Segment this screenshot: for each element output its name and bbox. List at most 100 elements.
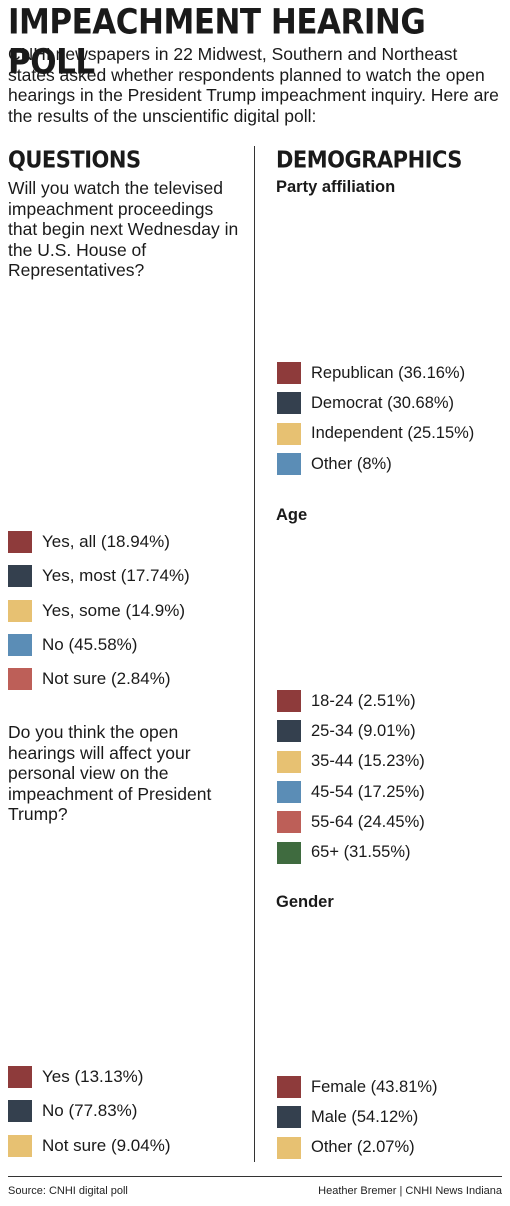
legend-label: 25-34 (9.01%) — [311, 721, 416, 740]
legend-label: 65+ (31.55%) — [311, 843, 411, 862]
question-1: Will you watch the televised impeachment… — [8, 178, 239, 280]
legend-item-45-54: 45-54 (17.25%) — [277, 777, 425, 807]
legend-item-male: Male (54.12%) — [277, 1102, 438, 1132]
legend-swatch — [277, 811, 301, 834]
legend-swatch — [277, 781, 301, 804]
questions-heading: QUESTIONS — [8, 146, 141, 173]
legend-label: Other (8%) — [311, 454, 392, 473]
legend-swatch — [8, 668, 32, 691]
pie-slice-yes-some — [112, 402, 205, 512]
pie-slice-not-sure — [104, 294, 125, 404]
credit-note: Heather Bremer | CNHI News Indiana — [318, 1185, 502, 1197]
pie-slice-independent — [311, 213, 386, 315]
legend-item-yes-some: Yes, some (14.9%) — [8, 594, 190, 628]
legend-swatch — [277, 453, 301, 476]
legend-item-not-sure: Not sure (2.84%) — [8, 662, 190, 696]
legend-swatch — [277, 1076, 301, 1099]
pie-slice-55-64 — [317, 604, 413, 679]
legend-label: 18-24 (2.51%) — [311, 691, 416, 710]
legend-label: Male (54.12%) — [311, 1107, 419, 1126]
legend-item-republican: Republican (36.16%) — [277, 358, 474, 388]
column-divider — [254, 146, 255, 1162]
question-2: Do you think the open hearings will affe… — [8, 722, 212, 824]
legend-label: Not sure (2.84%) — [42, 669, 171, 689]
footer-divider — [8, 1176, 502, 1177]
legend-label: 35-44 (15.23%) — [311, 752, 425, 771]
legend-item-yes-all: Yes, all (18.94%) — [8, 525, 190, 559]
legend-item-other: Other (2.07%) — [277, 1133, 438, 1163]
legend-item-yes: Yes (13.13%) — [8, 1060, 171, 1094]
legend-item-no: No (77.83%) — [8, 1094, 171, 1128]
page-title: IMPEACHMENT HEARING POLL — [8, 2, 426, 83]
demographics-heading: DEMOGRAPHICS — [276, 146, 462, 173]
legend-swatch — [8, 1134, 32, 1157]
legend-swatch — [8, 1066, 32, 1089]
pie-slice-65 — [311, 531, 386, 635]
legend-label: Yes, all (18.94%) — [42, 532, 170, 552]
legend-label: No (77.83%) — [42, 1101, 138, 1121]
legend-label: 45-54 (17.25%) — [311, 782, 425, 801]
legend-label: Other (2.07%) — [311, 1138, 415, 1157]
pie-slice-republican — [384, 204, 459, 326]
legend-label: No (45.58%) — [42, 635, 138, 655]
legend-swatch — [277, 690, 301, 713]
legend-swatch — [277, 1106, 301, 1129]
source-note: Source: CNHI digital poll — [8, 1185, 128, 1197]
gender-heading: Gender — [276, 893, 334, 911]
legend-label: Not sure (9.04%) — [42, 1135, 171, 1155]
legend-label: Independent (25.15%) — [311, 424, 475, 443]
legend-swatch — [277, 841, 301, 864]
legend-item-25-34: 25-34 (9.01%) — [277, 716, 425, 746]
legend-watch: Yes, all (18.94%) Yes, most (17.74%) Yes, … — [8, 525, 190, 696]
legend-item-democrat: Democrat (30.68%) — [277, 388, 474, 418]
pie-slice-yes-most — [123, 362, 233, 476]
legend-swatch — [277, 750, 301, 773]
legend-item-other: Other (8%) — [277, 449, 474, 479]
party-heading: Party affiliation — [276, 178, 396, 196]
legend-item-yes-most: Yes, most (17.74%) — [8, 559, 190, 593]
pie-slice-35-44 — [384, 549, 459, 614]
legend-swatch — [8, 1100, 32, 1123]
age-heading: Age — [276, 506, 308, 524]
pie-slice-male — [314, 918, 417, 1065]
legend-swatch — [8, 565, 32, 588]
legend-label: Yes, some (14.9%) — [42, 600, 185, 620]
legend-gender: Female (43.81%) Male (54.12%) Other (2.07%… — [277, 1072, 438, 1163]
legend-swatch — [277, 720, 301, 743]
pie-slice-yes — [125, 841, 206, 951]
legend-label: Republican (36.16%) — [311, 363, 466, 382]
legend-item-55-64: 55-64 (24.45%) — [277, 807, 425, 837]
legend-label: Yes, most (17.74%) — [42, 566, 190, 586]
legend-swatch — [8, 531, 32, 554]
pie-slice-not-sure — [67, 841, 127, 952]
pie-slice-democrat — [320, 277, 442, 352]
pie-slice-no — [17, 858, 235, 1059]
legend-swatch — [277, 1136, 301, 1159]
intro-text: CNHI newspapers in 22 Midwest, Southern … — [8, 44, 499, 126]
pie-slice-no — [15, 296, 125, 511]
pie-slice-yes-all — [123, 294, 225, 404]
legend-label: 55-64 (24.45%) — [311, 812, 425, 831]
legend-label: Yes (13.13%) — [42, 1067, 144, 1087]
legend-swatch — [277, 392, 301, 415]
legend-item-not-sure: Not sure (9.04%) — [8, 1129, 171, 1163]
legend-item-65: 65+ (31.55%) — [277, 837, 425, 867]
legend-item-18-24: 18-24 (2.51%) — [277, 686, 425, 716]
legend-item-no: No (45.58%) — [8, 628, 190, 662]
legend-affect: Yes (13.13%) No (77.83%) Not sure (9.04%) — [8, 1060, 171, 1163]
legend-swatch — [277, 362, 301, 385]
legend-swatch — [8, 634, 32, 657]
legend-party: Republican (36.16%) Democrat (30.68%) Inde… — [277, 358, 474, 479]
pie-slice-female — [387, 917, 462, 1059]
legend-age: 18-24 (2.51%) 25-34 (9.01%) 35-44 (15.23%)… — [277, 686, 425, 868]
legend-swatch — [277, 422, 301, 445]
legend-item-35-44: 35-44 (15.23%) — [277, 747, 425, 777]
legend-label: Female (43.81%) — [311, 1077, 438, 1096]
legend-item-female: Female (43.81%) — [277, 1072, 438, 1102]
legend-label: Democrat (30.68%) — [311, 393, 455, 412]
legend-swatch — [8, 599, 32, 622]
pie-slice-other — [349, 204, 386, 279]
legend-item-independent: Independent (25.15%) — [277, 419, 474, 449]
pie-slice-other — [378, 917, 389, 992]
pie-slice-45-54 — [384, 604, 458, 674]
